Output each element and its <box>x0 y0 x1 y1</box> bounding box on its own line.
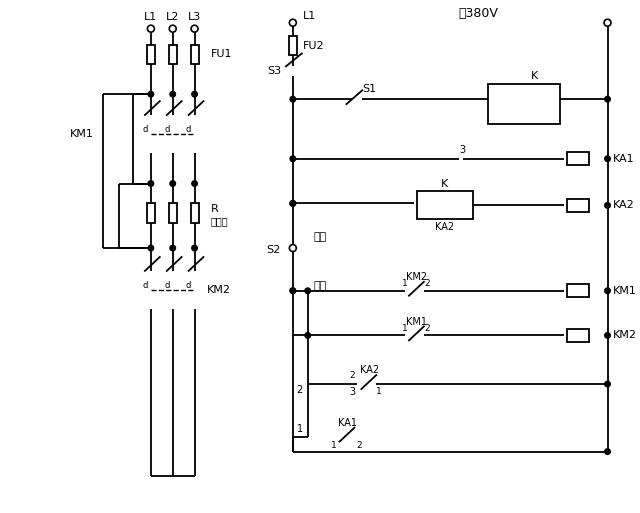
Bar <box>567 329 589 342</box>
Text: d: d <box>142 126 148 134</box>
Circle shape <box>192 181 197 186</box>
Text: 4: 4 <box>422 195 428 205</box>
Circle shape <box>170 245 175 251</box>
Circle shape <box>605 449 611 455</box>
Circle shape <box>305 332 310 338</box>
Text: KM1: KM1 <box>70 129 93 139</box>
Bar <box>191 45 198 65</box>
Text: K: K <box>531 71 538 82</box>
Circle shape <box>290 201 296 206</box>
Text: KA1: KA1 <box>612 154 634 164</box>
Text: S2: S2 <box>267 245 281 255</box>
Bar <box>567 284 589 297</box>
Text: R: R <box>211 204 218 214</box>
Text: d: d <box>142 281 148 290</box>
Text: 手动: 手动 <box>314 281 327 291</box>
Text: L2: L2 <box>166 12 179 22</box>
Text: 3: 3 <box>460 145 466 155</box>
Bar <box>191 203 198 223</box>
Circle shape <box>290 201 296 206</box>
Text: S3: S3 <box>267 66 281 76</box>
Circle shape <box>605 381 611 387</box>
Circle shape <box>290 288 296 293</box>
Circle shape <box>147 25 154 32</box>
Text: 温度
调节仪: 温度 调节仪 <box>514 93 534 115</box>
Circle shape <box>289 19 296 26</box>
Bar <box>567 152 589 165</box>
Circle shape <box>290 156 296 162</box>
Bar <box>289 35 297 55</box>
Circle shape <box>605 96 611 102</box>
Bar <box>488 84 560 124</box>
Bar <box>147 45 155 65</box>
Circle shape <box>604 19 611 26</box>
Text: FU1: FU1 <box>211 49 232 60</box>
Text: KA2: KA2 <box>435 222 454 232</box>
Text: KM2: KM2 <box>612 330 636 341</box>
Text: 3: 3 <box>349 387 355 397</box>
Circle shape <box>290 288 296 293</box>
Text: d: d <box>164 281 170 290</box>
Text: 5: 5 <box>462 195 468 205</box>
Circle shape <box>191 25 198 32</box>
Circle shape <box>192 91 197 97</box>
Circle shape <box>148 181 154 186</box>
Bar <box>417 191 472 219</box>
Circle shape <box>192 245 197 251</box>
Text: 电热器: 电热器 <box>211 216 228 226</box>
Circle shape <box>605 203 611 208</box>
Text: KA1: KA1 <box>338 418 357 428</box>
Text: KM1: KM1 <box>406 317 428 326</box>
Text: L3: L3 <box>188 12 201 22</box>
Text: 2: 2 <box>356 441 362 450</box>
Text: 自动: 自动 <box>314 232 327 242</box>
Text: KM2: KM2 <box>207 285 230 295</box>
Text: d: d <box>164 126 170 134</box>
Circle shape <box>289 245 296 251</box>
Text: KM1: KM1 <box>612 286 636 296</box>
Circle shape <box>148 245 154 251</box>
Text: 1: 1 <box>297 424 303 433</box>
Text: 2: 2 <box>462 205 468 214</box>
Text: 2: 2 <box>297 385 303 395</box>
Circle shape <box>605 288 611 293</box>
Text: KM2: KM2 <box>406 272 428 282</box>
Text: KA2: KA2 <box>360 365 379 375</box>
Text: 1: 1 <box>402 279 408 288</box>
Text: 1: 1 <box>402 324 408 333</box>
Circle shape <box>148 91 154 97</box>
Circle shape <box>169 25 176 32</box>
Text: L1: L1 <box>144 12 157 22</box>
Text: 1: 1 <box>422 205 428 214</box>
Text: 1: 1 <box>331 441 337 450</box>
Circle shape <box>290 96 296 102</box>
Circle shape <box>305 288 310 293</box>
Text: 2: 2 <box>424 324 429 333</box>
Text: 1: 1 <box>376 387 382 397</box>
Circle shape <box>605 332 611 338</box>
Circle shape <box>170 91 175 97</box>
Bar <box>169 45 177 65</box>
Circle shape <box>290 245 296 251</box>
Text: ～380V: ～380V <box>459 7 499 21</box>
Bar <box>147 203 155 223</box>
Text: KA2: KA2 <box>612 201 634 210</box>
Text: 2: 2 <box>424 279 429 288</box>
Circle shape <box>605 156 611 162</box>
Circle shape <box>170 181 175 186</box>
Text: FU2: FU2 <box>303 41 324 51</box>
Bar <box>169 203 177 223</box>
Text: d: d <box>186 281 191 290</box>
Text: K: K <box>441 179 449 189</box>
Text: S1: S1 <box>362 84 376 94</box>
Text: L1: L1 <box>303 11 316 21</box>
Text: d: d <box>186 126 191 134</box>
Text: 2: 2 <box>349 370 355 380</box>
Bar <box>567 199 589 212</box>
